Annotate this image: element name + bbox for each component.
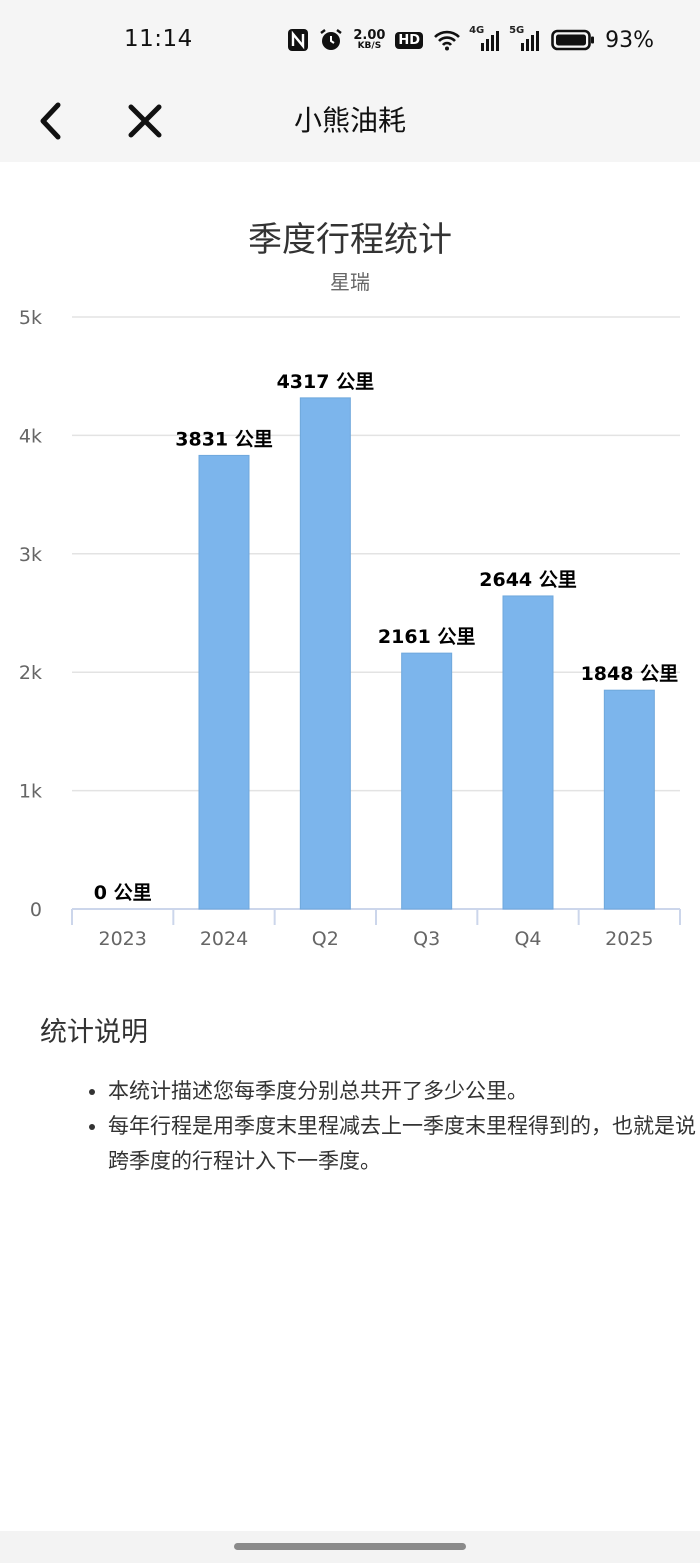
signal-5g-icon: 5G [509,25,541,51]
back-button[interactable] [26,90,76,152]
data-label: 2644 公里 [479,569,577,591]
wifi-icon [433,29,461,51]
hd-badge-label: HD [398,32,421,48]
signal-4g-icon: 4G [469,25,501,51]
note-item: 本统计描述您每季度分别总共开了多少公里。 [108,1074,700,1109]
x-tick-label: 2024 [200,928,248,950]
status-icons: 2.00 KB/S HD 4G 5G 93% [287,22,654,58]
notes-list: 本统计描述您每季度分别总共开了多少公里。 每年行程是用季度末里程减去上一季度末里… [80,1074,700,1179]
data-label: 3831 公里 [175,428,273,450]
network-speed: 2.00 KB/S [353,29,385,51]
y-tick-label: 5k [19,307,42,329]
y-tick-label: 0 [30,899,42,921]
signal-4g-label: 4G [469,25,485,36]
y-tick-label: 4k [19,425,42,447]
alarm-icon [319,28,343,52]
y-tick-label: 1k [19,781,42,803]
data-label: 4317 公里 [277,371,375,393]
battery-icon [551,29,595,51]
battery-percent: 93% [605,27,654,53]
x-tick-label: Q4 [514,928,541,950]
bar-chart: 0 1k 2k 3k 4k 5k 0 公里 2023 3831 公里 2024 4317 公里 Q2 2… [19,307,681,950]
bar[interactable] [299,397,351,910]
chart-title: 季度行程统计 [248,220,452,260]
bar[interactable] [401,652,453,910]
note-item: 每年行程是用季度末里程减去上一季度末里程得到的，也就是说跨季度的行程计入下一季度… [108,1109,700,1179]
chart-subtitle: 星瑞 [330,270,370,294]
hd-badge: HD [395,31,424,49]
bar[interactable] [502,595,554,910]
x-tick-label: 2025 [605,928,653,950]
close-icon [128,104,162,138]
x-tick-label: Q3 [413,928,440,950]
signal-5g-label: 5G [509,25,525,36]
chevron-left-icon [40,102,61,140]
status-time: 11:14 [124,26,193,52]
home-indicator[interactable] [234,1543,466,1550]
x-tick-label: Q2 [312,928,339,950]
notes-title: 统计说明 [40,1017,148,1048]
status-bar: 11:14 2.00 KB/S HD 4G 5G 93% [0,0,700,80]
close-button[interactable] [120,90,170,152]
network-speed-unit: KB/S [357,41,382,51]
network-speed-value: 2.00 [353,28,386,43]
y-tick-label: 2k [19,662,42,684]
bar[interactable] [198,454,250,910]
nav-bar: 小熊油耗 [0,80,700,162]
y-tick-label: 3k [19,544,42,566]
home-indicator-area [0,1531,700,1563]
data-label: 1848 公里 [581,663,679,685]
data-label: 2161 公里 [378,626,476,648]
nfc-icon [287,28,309,52]
bar[interactable] [603,689,655,910]
data-label: 0 公里 [94,882,152,904]
x-tick-label: 2023 [98,928,146,950]
